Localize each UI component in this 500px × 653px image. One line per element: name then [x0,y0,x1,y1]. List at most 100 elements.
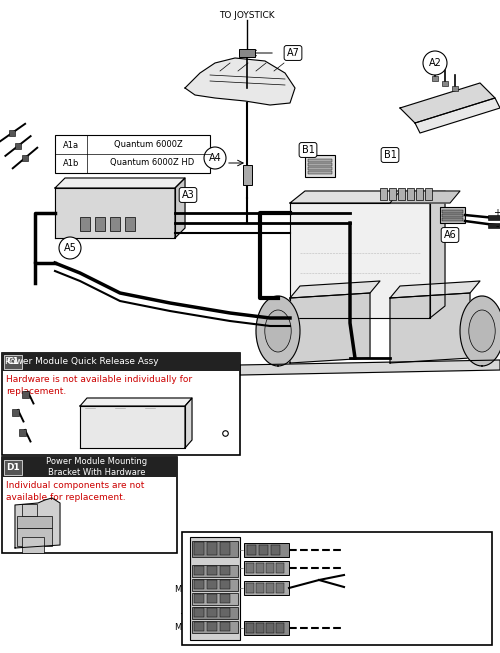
Text: A7: A7 [286,48,300,58]
Bar [220,622,230,631]
Bar [442,81,448,86]
Polygon shape [290,293,370,363]
Bar [2,353,240,455]
Bar [276,563,284,573]
Polygon shape [256,296,300,366]
Bar [246,563,254,573]
Bar [266,623,274,633]
Bar [22,504,37,516]
Text: -: - [495,221,499,231]
Bar [425,188,432,200]
Text: Individual components are not
available for replacement.: Individual components are not available … [6,481,144,502]
Bar [2,457,177,553]
Bar [220,594,230,603]
Bar [488,215,500,220]
Bar [194,594,204,603]
Bar [4,355,22,369]
Bar [22,391,29,398]
Bar [247,545,256,555]
Bar [442,214,463,217]
Bar [17,528,52,546]
Bar [407,188,414,200]
Bar [17,516,52,528]
Bar [207,566,217,575]
Text: M1: M1 [174,586,187,594]
Bar [192,593,238,605]
Bar [194,542,204,555]
Bar [266,563,274,573]
Text: Power Module Quick Release Assy: Power Module Quick Release Assy [5,357,159,366]
Polygon shape [80,398,192,406]
Text: A1a: A1a [63,140,79,150]
Bar [440,207,465,223]
Bar [194,608,204,617]
Text: A2: A2 [428,58,442,68]
Bar [207,608,217,617]
Text: A5: A5 [356,577,369,587]
Bar [305,155,335,177]
Bar [207,622,217,631]
Bar [266,583,274,593]
Bar [259,545,268,555]
Bar [207,594,217,603]
Bar [55,135,210,173]
Polygon shape [80,406,185,448]
Circle shape [59,237,81,259]
Bar [19,429,26,436]
Bar [125,217,135,231]
Bar [80,217,90,231]
Bar [220,542,230,555]
Polygon shape [240,360,500,375]
Bar [207,580,217,589]
Text: Hardware is not available individually for
replacement.: Hardware is not available individually f… [6,375,192,396]
Bar [256,563,264,573]
Polygon shape [185,398,192,448]
Bar [220,566,230,575]
Bar [308,167,332,170]
Bar [9,130,15,136]
Bar [22,537,44,553]
Bar [308,159,332,162]
Bar [192,565,238,577]
Bar [15,143,21,149]
Ellipse shape [265,310,291,352]
Bar [398,188,405,200]
Bar [256,583,264,593]
Bar [276,623,284,633]
Text: TO JOYSTICK: TO JOYSTICK [219,10,275,20]
Bar [194,580,204,589]
Bar [246,583,254,593]
Text: Quantum 6000Z: Quantum 6000Z [114,140,182,150]
Bar [2,353,240,371]
Bar [256,623,264,633]
Bar [2,457,177,477]
Polygon shape [400,83,495,123]
Bar [192,541,238,557]
Text: A1b: A1b [63,159,79,168]
Text: A3: A3 [354,563,367,573]
Bar [12,409,19,416]
Text: A5: A5 [64,243,76,253]
Bar [244,581,289,595]
Bar [192,621,238,633]
Bar [308,163,332,166]
Text: A4: A4 [208,153,222,163]
Bar [110,217,120,231]
Bar [220,580,230,589]
Bar [182,532,492,645]
Text: A3: A3 [182,190,194,200]
Polygon shape [185,58,295,105]
Bar [276,583,284,593]
Bar [95,217,105,231]
Bar [308,171,332,174]
Ellipse shape [469,310,495,352]
Text: +: + [493,208,500,218]
Bar [220,608,230,617]
Bar [389,188,396,200]
Bar [190,537,240,640]
Polygon shape [430,191,445,318]
Bar [244,621,289,635]
Polygon shape [390,191,460,203]
Text: A6: A6 [444,230,456,240]
Polygon shape [290,203,430,318]
